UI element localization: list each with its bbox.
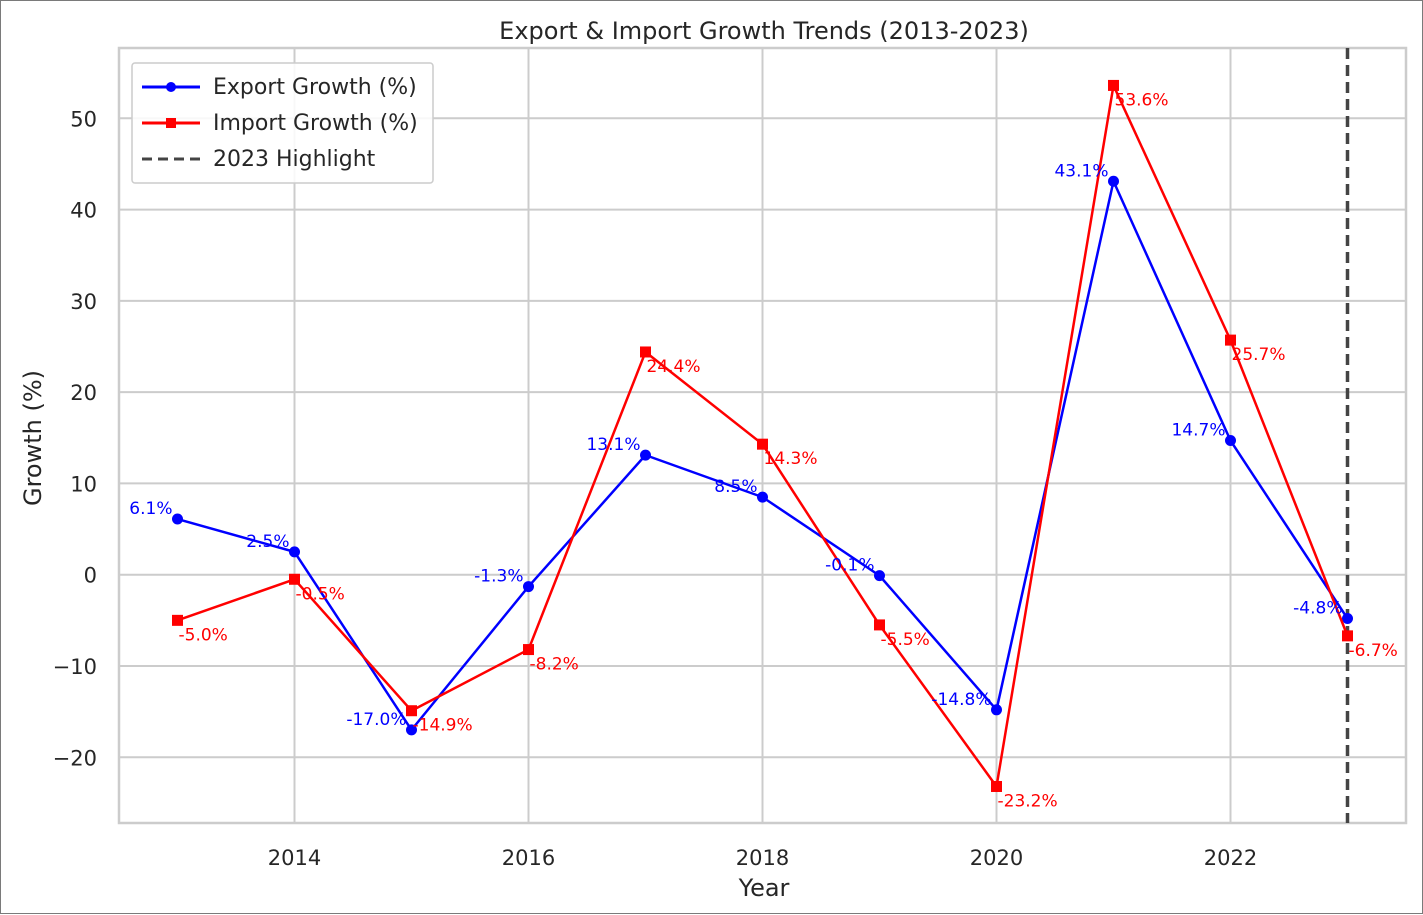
- export-point: [757, 491, 768, 503]
- y-tick-label: −20: [53, 746, 97, 770]
- export-point: [1108, 175, 1119, 187]
- export-data-label: -0.1%: [825, 556, 874, 576]
- import-data-label: -23.2%: [998, 791, 1058, 811]
- import-data-label: -0.5%: [296, 584, 345, 604]
- y-tick-label: −10: [53, 655, 97, 679]
- x-tick-label: 2018: [736, 846, 789, 870]
- import-data-label: 14.3%: [764, 449, 818, 469]
- export-data-label: 2.5%: [246, 532, 289, 552]
- plot-frame: [117, 46, 1408, 825]
- export-data-label: -14.8%: [931, 690, 991, 710]
- import-point: [757, 438, 768, 450]
- import-data-label: -8.2%: [530, 655, 579, 675]
- x-tick-label: 2020: [970, 846, 1023, 870]
- export-data-label: 14.7%: [1171, 421, 1225, 441]
- import-point: [1108, 79, 1119, 91]
- import-data-label: -5.5%: [881, 630, 930, 650]
- export-data-label: 8.5%: [714, 477, 757, 497]
- import-data-label: 25.7%: [1232, 345, 1286, 365]
- y-tick-label: 50: [70, 107, 97, 131]
- legend-import-marker: [166, 118, 176, 128]
- chart-title: Export & Import Growth Trends (2013-2023…: [499, 17, 1029, 45]
- export-data-label: 13.1%: [586, 435, 640, 455]
- export-point: [406, 724, 417, 736]
- legend-export-marker: [166, 82, 176, 92]
- x-tick-label: 2022: [1204, 846, 1257, 870]
- series-layer: [172, 48, 1353, 823]
- import-point: [289, 573, 300, 585]
- legend-item-highlight: 2023 Highlight: [142, 147, 376, 172]
- legend-item-import: Import Growth (%): [142, 111, 418, 136]
- legend-highlight-label: 2023 Highlight: [213, 147, 376, 172]
- legend-import-label: Import Growth (%): [213, 111, 418, 136]
- legend: Export Growth (%) Import Growth (%) 2023…: [131, 62, 434, 184]
- x-tick-label: 2014: [268, 846, 321, 870]
- y-tick-label: 40: [70, 199, 97, 223]
- export-point: [640, 449, 651, 461]
- export-data-label: -4.8%: [1293, 599, 1342, 619]
- import-point: [172, 614, 183, 626]
- import-point: [523, 644, 534, 656]
- export-data-label: -17.0%: [346, 710, 406, 730]
- y-tick-label: 10: [70, 472, 97, 496]
- y-tick-label: 0: [84, 564, 97, 588]
- import-data-label: -5.0%: [179, 625, 228, 645]
- export-data-label: 43.1%: [1054, 161, 1108, 181]
- import-point: [406, 705, 417, 717]
- x-tick-label: 2016: [502, 846, 555, 870]
- legend-item-export: Export Growth (%): [142, 75, 417, 100]
- import-data-label: -14.9%: [413, 716, 473, 736]
- import-point: [874, 619, 885, 631]
- export-data-label: -1.3%: [474, 567, 523, 587]
- x-axis-label: Year: [738, 874, 790, 902]
- y-axis-label: Growth (%): [19, 370, 47, 506]
- export-point: [172, 513, 183, 525]
- export-point: [991, 704, 1002, 716]
- export-data-label: 6.1%: [129, 499, 172, 519]
- export-point: [289, 546, 300, 558]
- tick-labels: 2014 2016 2018 2020 2022 −20 −10 0 10 20 30 40 50: [53, 107, 1258, 870]
- export-point: [1342, 613, 1353, 625]
- import-point: [640, 346, 651, 358]
- data-labels: 6.1% 2.5% -17.0% -1.3% 13.1% 8.5% -0.1% -14.8% 4…: [129, 90, 1398, 811]
- y-tick-label: 30: [70, 290, 97, 314]
- y-tick-label: 20: [70, 381, 97, 405]
- import-data-label: -6.7%: [1349, 641, 1398, 661]
- import-data-label: 24.4%: [647, 357, 701, 377]
- import-point: [1225, 334, 1236, 346]
- export-point: [523, 581, 534, 593]
- export-point: [1225, 435, 1236, 447]
- legend-box: [131, 62, 434, 184]
- import-point: [991, 780, 1002, 792]
- import-point: [1342, 630, 1353, 642]
- legend-export-label: Export Growth (%): [213, 75, 417, 100]
- export-point: [874, 570, 885, 582]
- import-data-label: 53.6%: [1115, 90, 1169, 110]
